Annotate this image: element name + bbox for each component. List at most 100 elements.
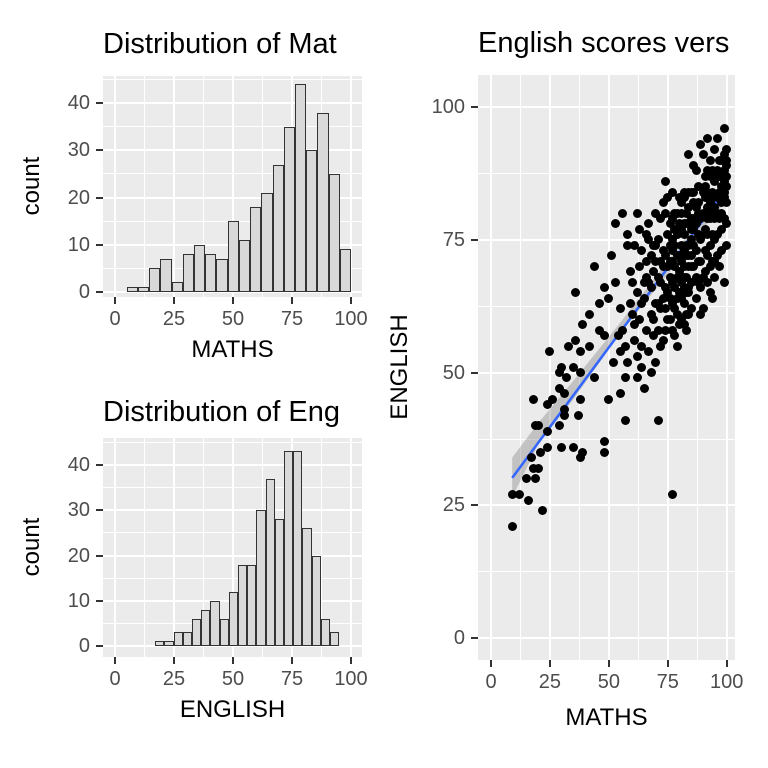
- histogram-bar: [339, 249, 351, 292]
- x-axis-title-english: ENGLISH: [179, 696, 286, 723]
- gridline-x-minor: [321, 76, 322, 297]
- histogram-bar: [238, 239, 251, 292]
- scatter-point: [630, 336, 640, 346]
- scatter-point: [691, 272, 701, 282]
- scatter-point: [616, 304, 626, 314]
- gridline-x-major: [291, 438, 293, 657]
- scatter-point: [719, 214, 729, 224]
- scatter-point: [611, 277, 621, 287]
- y-axis-tick-label: 25: [442, 494, 465, 517]
- scatter-point: [543, 426, 553, 436]
- scatter-point: [675, 267, 685, 277]
- histogram-bar: [138, 286, 150, 292]
- scatter-point: [632, 208, 642, 218]
- y-axis-tick: [96, 243, 103, 246]
- scatter-point: [670, 261, 680, 271]
- scatter-point: [715, 171, 725, 181]
- y-axis-tick-label: 20: [67, 544, 90, 567]
- gridline-x-minor: [144, 438, 145, 657]
- scatter-point: [703, 134, 713, 144]
- scatter-point: [585, 341, 595, 351]
- scatter-point: [684, 251, 694, 261]
- scatter-point: [698, 272, 708, 282]
- scatter-point: [559, 389, 569, 399]
- gridline-x-major: [350, 438, 352, 657]
- scatter-point: [637, 245, 647, 255]
- scatter-point: [675, 219, 685, 229]
- scatter-point: [708, 171, 718, 181]
- scatter-point: [691, 245, 701, 255]
- scatter-point: [703, 277, 713, 287]
- scatter-point: [547, 394, 557, 404]
- scatter-point: [705, 214, 715, 224]
- scatter-point: [715, 155, 725, 165]
- scatter-point: [708, 256, 718, 266]
- scatter-point: [658, 245, 668, 255]
- x-axis-tick-label: 75: [280, 308, 304, 330]
- scatter-point: [642, 256, 652, 266]
- histogram-bar: [194, 244, 206, 292]
- y-axis-tick: [96, 554, 103, 557]
- scatter-point: [630, 320, 640, 330]
- scatter-point: [644, 235, 654, 245]
- gridline-x-minor: [203, 76, 204, 297]
- plot-panel-hist-maths: [103, 76, 362, 297]
- scatter-point: [568, 442, 578, 452]
- y-axis-tick-label: 20: [67, 186, 90, 209]
- scatter-point: [689, 261, 699, 271]
- scatter-point: [689, 224, 699, 234]
- scatter-point: [611, 219, 621, 229]
- scatter-point: [620, 373, 630, 383]
- scatter-point: [679, 283, 689, 293]
- histogram-bar: [182, 632, 192, 646]
- y-axis-tick: [96, 464, 103, 466]
- gridline-x-major: [725, 75, 728, 660]
- scatter-point: [656, 341, 666, 351]
- scatter-point: [656, 256, 666, 266]
- scatter-point: [712, 208, 722, 218]
- gridline-x-major: [350, 76, 352, 297]
- scatter-point: [554, 368, 564, 378]
- scatter-point: [700, 208, 710, 218]
- scatter-point: [677, 208, 687, 218]
- y-axis-tick-label: 30: [67, 139, 90, 162]
- scatter-point: [672, 230, 682, 239]
- gridline-y-major: [103, 464, 362, 466]
- scatter-point: [663, 315, 673, 325]
- y-axis-tick-label: 10: [67, 589, 90, 612]
- scatter-point: [646, 251, 656, 261]
- scatter-point: [670, 240, 680, 250]
- scatter-point: [538, 506, 548, 516]
- scatter-point: [682, 272, 692, 282]
- scatter-point: [616, 389, 626, 399]
- gridline-y-minor: [103, 577, 362, 579]
- gridline-x-major: [232, 438, 234, 657]
- scatter-point: [528, 463, 538, 473]
- x-axis-tick: [114, 297, 116, 304]
- scatter-point: [691, 166, 701, 176]
- histogram-bar: [283, 126, 295, 292]
- scatter-point: [677, 224, 687, 234]
- scatter-point: [717, 155, 727, 165]
- y-axis-title-count-top: count: [18, 156, 45, 216]
- scatter-point: [627, 309, 637, 319]
- scatter-point: [689, 187, 699, 197]
- gridline-y-major: [478, 637, 735, 640]
- scatter-point: [712, 230, 722, 239]
- scatter-point: [559, 405, 569, 415]
- gridline-y-major: [478, 106, 735, 108]
- y-axis-tick-label: 40: [67, 92, 90, 115]
- x-axis-tick: [291, 657, 293, 664]
- y-axis-tick: [471, 106, 478, 108]
- histogram-bar: [191, 618, 202, 646]
- scatter-point: [689, 160, 699, 170]
- scatter-point: [677, 277, 687, 287]
- gridline-x-minor: [696, 75, 698, 660]
- scatter-point: [609, 357, 619, 367]
- gridline-y-major: [103, 243, 362, 246]
- y-axis-tick: [96, 645, 103, 647]
- scatter-point: [684, 240, 694, 250]
- y-axis-tick: [96, 196, 103, 199]
- scatter-point: [691, 203, 701, 213]
- scatter-point: [686, 235, 696, 245]
